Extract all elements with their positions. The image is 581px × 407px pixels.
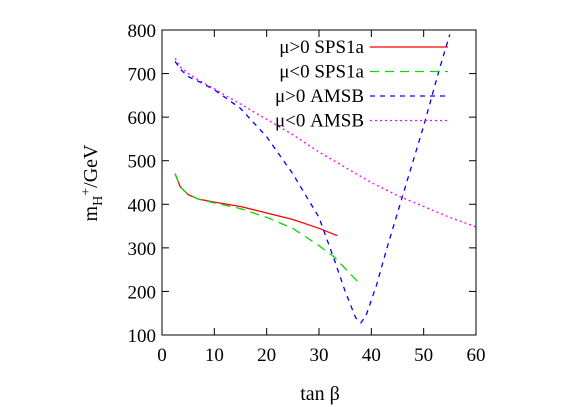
series-line-2 [174,34,451,324]
series-line-1 [174,173,362,286]
series-line-3 [174,57,477,228]
y-tick-label: 500 [128,152,157,173]
y-tick-label: 600 [128,108,157,129]
y-axis-label: mH+/GeV [79,144,106,221]
x-tick-label: 60 [467,345,486,366]
y-tick-label: 400 [128,195,157,216]
y-tick-label: 800 [128,21,157,42]
legend-label-2: μ>0 AMSB [275,86,364,107]
x-axis-label: tan β [300,383,340,405]
y-ticks: 100 200 300 400 500 600 700 800 [128,21,476,347]
y-axis-label-sup: + [79,188,94,196]
y-axis-label-tail: /GeV [80,144,102,188]
legend: μ>0 SPS1a μ<0 SPS1a μ>0 AMSB μ<0 AMSB [275,37,448,132]
y-tick-label: 200 [128,282,157,303]
y-axis-label-sub: H [91,196,106,206]
y-tick-label: 700 [128,65,157,86]
legend-label-0: μ>0 SPS1a [279,37,364,58]
series-line-0 [174,173,338,237]
x-tick-label: 10 [205,345,224,366]
y-axis-label-main: m [80,205,102,221]
x-tick-label: 50 [414,345,433,366]
y-tick-label: 300 [128,239,157,260]
x-tick-label: 30 [310,345,329,366]
x-ticks: 0 10 20 30 40 50 60 [157,30,486,366]
series-lines [174,34,477,324]
legend-label-1: μ<0 SPS1a [279,62,364,83]
x-tick-label: 20 [257,345,276,366]
legend-label-3: μ<0 AMSB [275,111,364,132]
x-tick-label: 0 [157,345,167,366]
x-tick-label: 40 [362,345,381,366]
y-tick-label: 100 [128,326,157,347]
